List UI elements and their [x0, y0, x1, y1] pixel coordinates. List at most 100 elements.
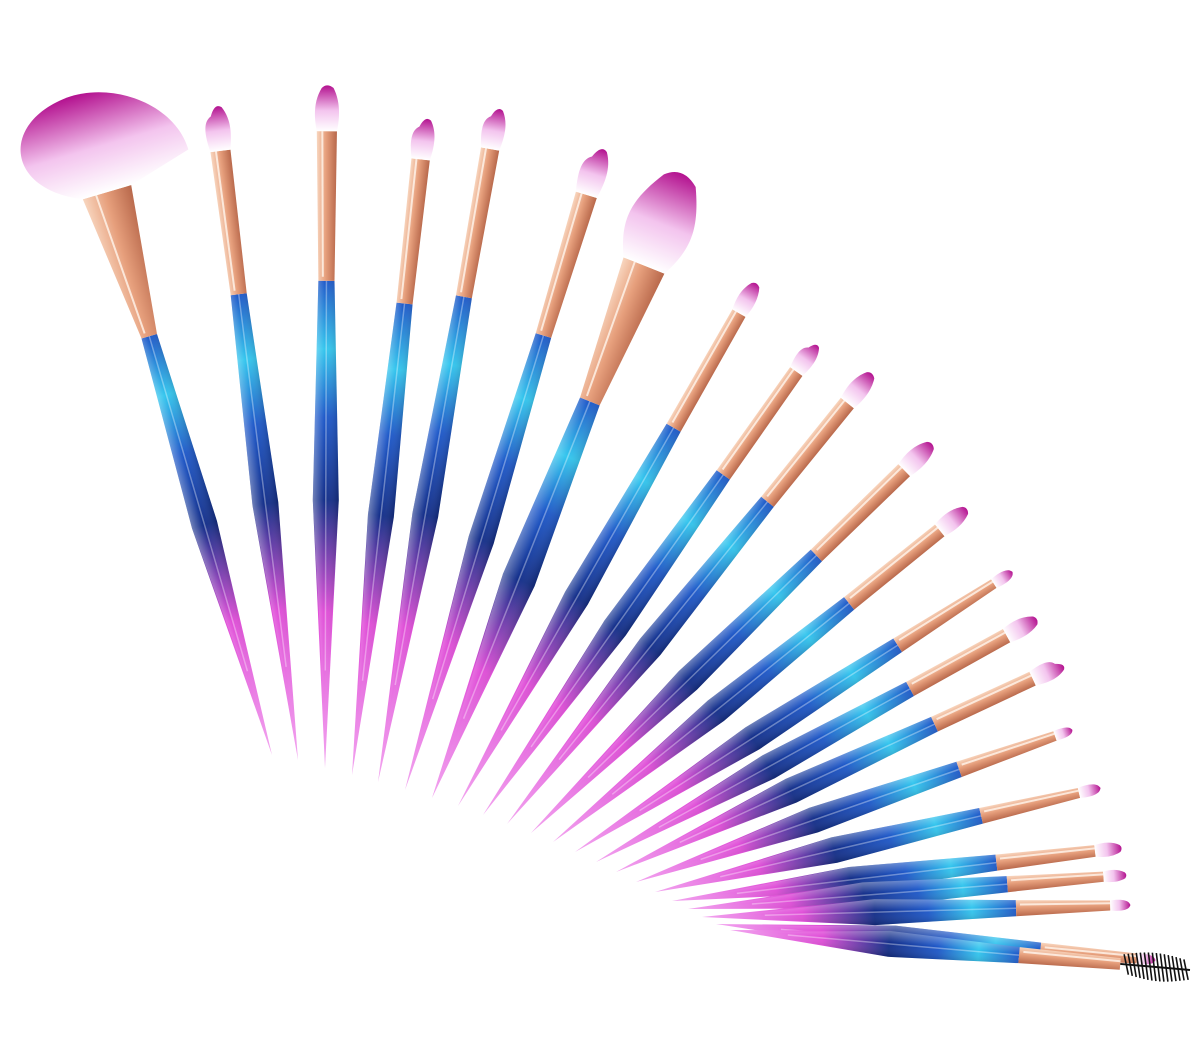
spoolie-brush: [730, 930, 1191, 982]
spoolie-bristle: [1131, 953, 1137, 978]
spoolie-bristle: [1175, 956, 1181, 981]
ferrule-shine: [540, 193, 583, 331]
spoolie-bristle: [1123, 954, 1130, 975]
brush-ferrule: [893, 579, 997, 653]
brush-ferrule: [761, 397, 854, 507]
brush-ferrule: [210, 149, 247, 296]
brush-bristles: [1077, 784, 1101, 798]
handle-edge: [361, 303, 406, 681]
handle-facet: [697, 854, 998, 898]
lip-brush: [672, 842, 1122, 901]
brush-ferrule: [844, 524, 945, 610]
ferrule-shine: [911, 631, 1006, 685]
handle-edge: [394, 296, 465, 686]
angled-detail-brush: [483, 344, 820, 815]
brush-bristles: [314, 85, 340, 132]
handle-facet: [416, 333, 552, 754]
handle-edge: [148, 336, 249, 672]
ferrule-shine: [961, 732, 1055, 766]
spoolie-bristle: [1167, 954, 1173, 982]
brush-ferrule: [810, 464, 911, 562]
brush-bristles: [1094, 842, 1122, 858]
brush-ferrule: [716, 367, 803, 480]
fine-liner-brush: [636, 727, 1073, 882]
handle-edge: [700, 768, 960, 861]
angled-shader-brush: [205, 106, 298, 760]
handle-facet: [600, 638, 903, 836]
spoolie-bristle: [1171, 955, 1177, 982]
handle-edge: [639, 644, 899, 812]
angled-brow-brush: [702, 899, 1131, 926]
handle-facet: [230, 293, 294, 723]
ferrule-shine: [585, 261, 636, 397]
handle-facet: [475, 423, 681, 776]
tapered-blending-brush: [312, 85, 340, 768]
handle-edge: [736, 861, 997, 895]
brush-bristles: [790, 344, 820, 376]
brush-bristles: [410, 118, 435, 161]
brush-bristles: [1103, 869, 1127, 883]
ferrule-shine: [1010, 873, 1104, 882]
small-shader-brush: [553, 506, 969, 842]
handle-facet: [621, 681, 914, 849]
ferrule-shine: [1019, 902, 1111, 906]
dome-blending-brush: [531, 441, 934, 833]
brush-bristles: [623, 171, 697, 274]
ferrule-shine: [816, 466, 903, 551]
brush-bristles: [1002, 616, 1038, 643]
brush-ferrule: [316, 131, 337, 281]
brush-bristles: [480, 109, 506, 151]
large-powder-brush: [432, 171, 697, 798]
handle-facet: [576, 597, 855, 823]
ferrule-shine: [321, 131, 324, 277]
angled-contour-brush: [378, 109, 506, 782]
brush-bristles: [840, 372, 875, 409]
brush-bristles: [1110, 899, 1131, 911]
handle-edge: [679, 723, 935, 844]
ferrule-shine: [849, 526, 939, 599]
brush-bristles: [575, 149, 609, 198]
flat-liner-brush: [655, 784, 1101, 892]
angled-crease-brush: [352, 118, 435, 775]
handle-facet: [444, 397, 600, 767]
ferrule-shine: [214, 151, 236, 291]
smudge-brush: [507, 372, 875, 824]
brush-bristles: [991, 570, 1013, 588]
brush-ferrule: [931, 671, 1036, 732]
handle-edge: [720, 815, 982, 878]
handle-facet: [141, 333, 263, 722]
fan-brush: [20, 92, 272, 755]
spoolie-bristle: [1155, 952, 1161, 982]
spoolie-bristle: [1159, 953, 1165, 982]
handle-facet: [641, 716, 938, 861]
ferrule-shine: [983, 789, 1079, 813]
handle-edge: [764, 907, 1017, 916]
ferrule-shine: [671, 310, 737, 423]
brush-bristles: [732, 282, 760, 317]
spoolie-bristle: [1135, 952, 1141, 979]
handle-edge: [462, 401, 591, 719]
blending-detail-brush: [596, 616, 1038, 862]
brush-ferrule: [666, 309, 746, 432]
handle-facet: [384, 295, 472, 744]
flat-shader-brush: [405, 149, 609, 790]
handle-edge: [587, 554, 817, 779]
handle-edge: [324, 280, 328, 671]
ferrule-shine: [936, 674, 1032, 721]
spoolie-bristle: [1143, 952, 1149, 980]
handle-facet: [527, 496, 774, 799]
ferrule-shine: [460, 148, 487, 293]
spoolie-bristle: [1179, 958, 1185, 981]
handle-edge: [611, 602, 850, 795]
ferrule-shine: [999, 847, 1095, 860]
handle-edge: [431, 335, 545, 700]
spoolie-bristle: [1163, 954, 1169, 982]
handle-facet: [553, 549, 823, 811]
pencil-brush: [458, 282, 760, 806]
handle-facet: [502, 470, 730, 788]
ferrule-shine: [1044, 946, 1138, 958]
brush-bristles: [898, 441, 934, 477]
pointed-liner-brush: [575, 570, 1013, 852]
handle-edge: [658, 688, 911, 829]
handle-edge: [530, 474, 724, 748]
